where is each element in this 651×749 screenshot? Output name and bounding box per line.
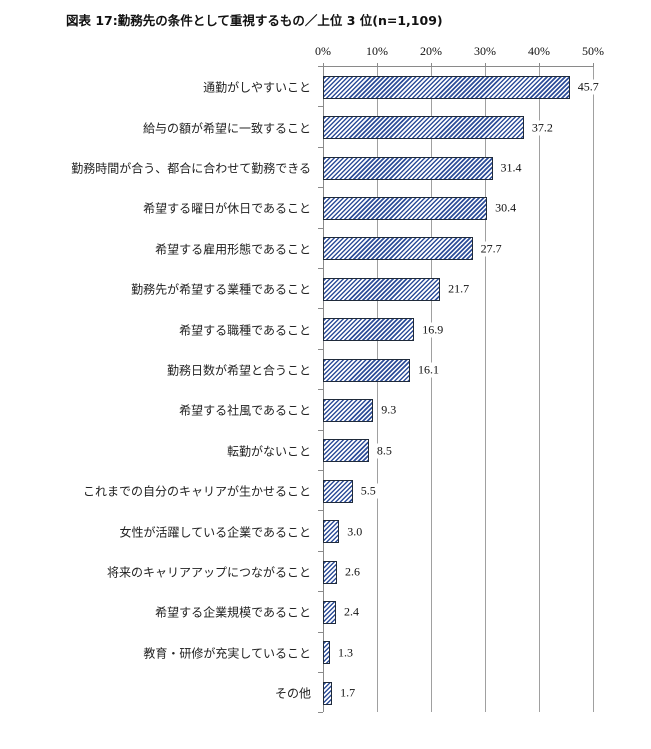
category-label: 給与の額が希望に一致すること <box>142 121 311 136</box>
value-label: 21.7 <box>446 281 472 297</box>
x-tick-label: 40% <box>528 44 550 58</box>
bar <box>323 398 374 422</box>
chart-title: 図表 17:勤務先の条件として重視するもの／上位 3 位(n=1,109) <box>66 13 443 28</box>
x-axis-tick <box>539 63 540 67</box>
value-label: 8.5 <box>374 443 394 459</box>
y-axis-tick <box>318 429 323 431</box>
x-tick-label: 30% <box>474 44 496 58</box>
x-axis-tick <box>431 63 432 67</box>
bar <box>323 358 410 382</box>
value-label: 2.4 <box>341 604 361 620</box>
value-label: 16.9 <box>420 322 446 338</box>
category-label: 勤務先が希望する業種であること <box>131 282 311 297</box>
bar <box>323 75 570 99</box>
value-label: 27.7 <box>478 241 504 257</box>
y-axis-tick <box>318 389 323 391</box>
category-label: 希望する曜日が休日であること <box>143 201 311 216</box>
value-label: 45.7 <box>575 79 601 95</box>
gridline <box>431 66 432 712</box>
x-axis-tick <box>323 63 324 67</box>
category-label: 希望する社風であること <box>179 403 311 418</box>
y-axis-tick <box>318 470 323 471</box>
x-tick-label: 50% <box>582 44 604 58</box>
category-label: 転勤がないこと <box>226 444 311 459</box>
value-label: 1.3 <box>336 645 356 661</box>
value-label: 2.6 <box>343 564 363 580</box>
x-axis-tick <box>377 63 378 67</box>
bar <box>323 237 473 261</box>
y-axis-tick <box>318 227 323 229</box>
bar <box>323 600 336 624</box>
bar <box>323 116 524 140</box>
category-label: これまでの自分のキャリアが生かせること <box>82 484 311 499</box>
value-label: 37.2 <box>529 120 555 136</box>
category-label: 女性が活躍している企業であること <box>119 525 311 540</box>
bar <box>323 681 333 705</box>
y-axis-tick <box>318 268 323 269</box>
bar <box>323 479 353 503</box>
y-axis-tick <box>318 510 323 512</box>
value-label: 9.3 <box>379 402 399 418</box>
value-label: 31.4 <box>498 160 524 176</box>
category-label: 勤務時間が合う、都合に合わせて勤務できる <box>71 161 311 176</box>
category-label: 希望する雇用形態であること <box>155 242 311 257</box>
category-label: 希望する職種であること <box>179 323 311 338</box>
y-axis-tick <box>318 591 323 593</box>
bar <box>323 439 369 463</box>
bar <box>323 277 441 301</box>
y-axis-tick <box>318 187 323 189</box>
category-label: 教育・研修が充実していること <box>143 646 311 661</box>
x-axis-line <box>323 66 594 67</box>
y-axis-tick <box>318 106 323 108</box>
bar <box>323 641 331 665</box>
bar <box>323 156 493 180</box>
value-label: 30.4 <box>493 200 519 216</box>
y-axis-tick <box>318 308 323 310</box>
y-axis-line <box>323 66 324 712</box>
bar <box>323 196 488 220</box>
gridline <box>593 66 594 712</box>
category-label: 将来のキャリアアップにつながること <box>106 565 311 580</box>
y-axis-tick <box>318 66 323 67</box>
y-axis-tick <box>318 348 323 350</box>
x-tick-label: 20% <box>420 44 442 58</box>
value-label: 16.1 <box>415 362 441 378</box>
x-tick-label: 0% <box>315 44 331 58</box>
y-axis-tick <box>318 712 323 714</box>
bar <box>323 560 338 584</box>
x-tick-label: 10% <box>366 44 388 58</box>
category-label: 勤務日数が希望と合うこと <box>166 363 311 378</box>
gridline <box>377 66 378 712</box>
category-label: その他 <box>274 686 311 701</box>
y-axis-tick <box>318 672 323 673</box>
gridline <box>485 66 486 712</box>
y-axis-tick <box>318 631 323 633</box>
value-label: 5.5 <box>358 483 378 499</box>
bar <box>323 318 415 342</box>
gridline <box>539 66 540 712</box>
y-axis-tick <box>318 550 323 552</box>
value-label: 1.7 <box>338 685 358 701</box>
category-label: 通勤がしやすいこと <box>203 80 311 95</box>
bar <box>323 520 340 544</box>
x-axis-tick <box>593 63 594 67</box>
category-label: 希望する企業規模であること <box>155 605 311 620</box>
x-axis-tick <box>485 63 486 67</box>
y-axis-tick <box>318 146 323 148</box>
value-label: 3.0 <box>345 524 365 540</box>
